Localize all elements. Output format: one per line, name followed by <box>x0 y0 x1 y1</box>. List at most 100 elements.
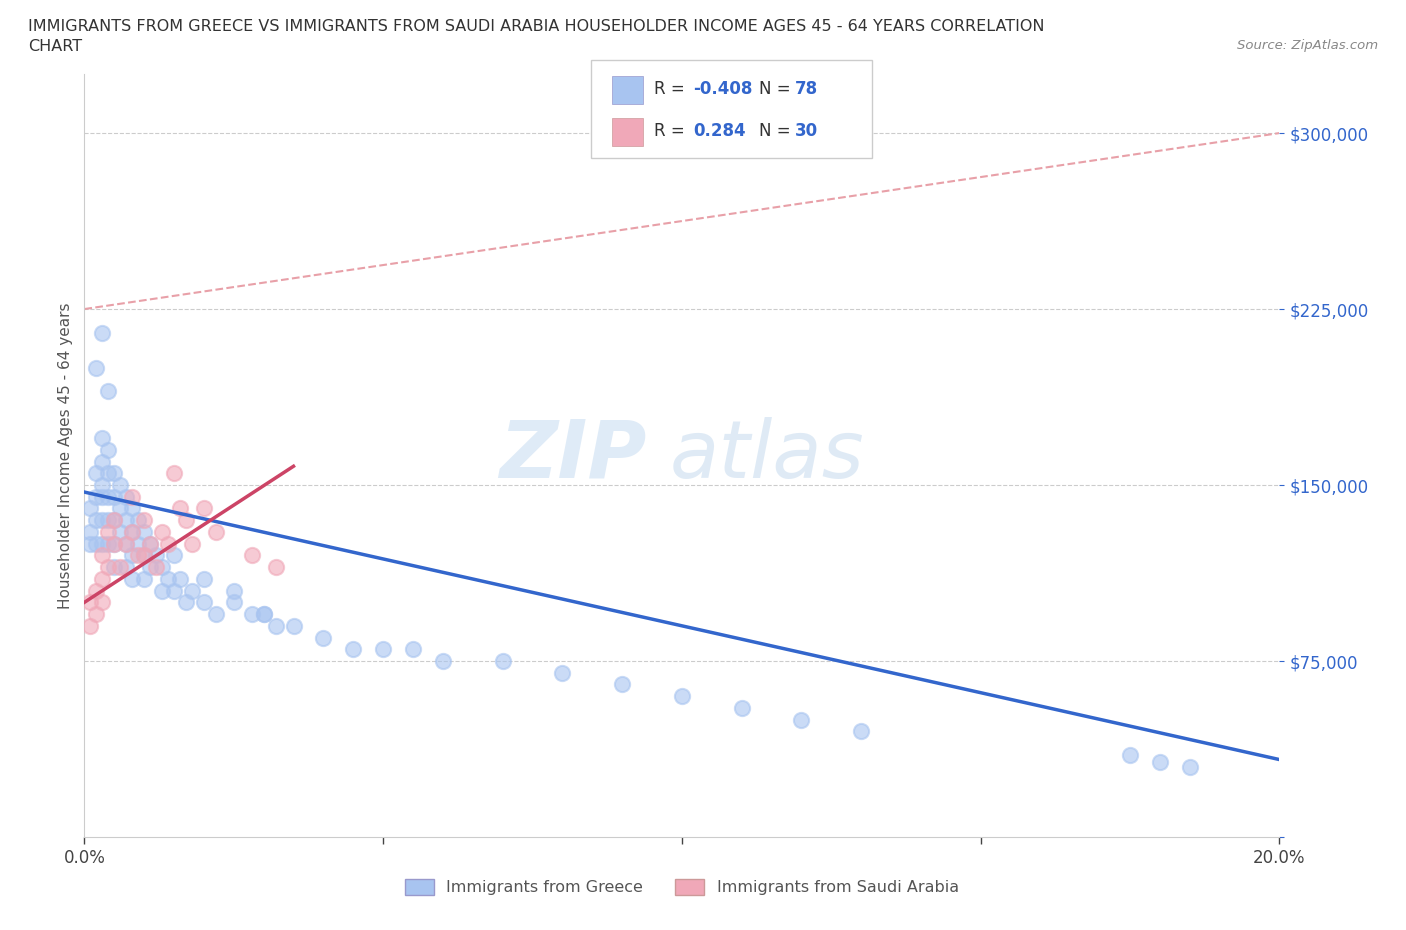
Point <box>115 489 138 504</box>
Point <box>103 537 125 551</box>
Point <box>612 677 634 692</box>
Point <box>157 571 180 586</box>
Point <box>97 489 120 504</box>
Point <box>86 466 108 481</box>
Point <box>150 583 173 598</box>
Point <box>145 548 167 563</box>
Point <box>205 525 228 539</box>
Point <box>127 512 149 527</box>
Point <box>97 443 120 458</box>
Point <box>264 618 287 633</box>
Text: 78: 78 <box>794 80 817 98</box>
Point <box>86 583 108 598</box>
Point <box>551 665 574 680</box>
Point <box>264 560 287 575</box>
Point <box>103 466 125 481</box>
Point <box>139 537 162 551</box>
Y-axis label: Householder Income Ages 45 - 64 years: Householder Income Ages 45 - 64 years <box>58 302 73 609</box>
Point <box>121 489 143 504</box>
Point <box>103 537 125 551</box>
Text: N =: N = <box>759 80 796 98</box>
Text: atlas: atlas <box>671 417 865 495</box>
Point <box>121 525 143 539</box>
Point <box>91 489 114 504</box>
Point <box>86 360 108 375</box>
Point <box>163 583 186 598</box>
Point <box>1178 759 1201 774</box>
Point <box>127 537 149 551</box>
Point <box>115 512 138 527</box>
Point <box>174 512 197 527</box>
Text: CHART: CHART <box>28 39 82 54</box>
Point <box>205 606 228 621</box>
Point <box>671 689 693 704</box>
Point <box>115 537 138 551</box>
Point <box>86 489 108 504</box>
Point <box>1149 754 1171 769</box>
Point <box>91 431 114 445</box>
Point <box>121 501 143 516</box>
Point <box>79 525 101 539</box>
Text: 0.284: 0.284 <box>693 122 745 140</box>
Point <box>150 560 173 575</box>
Point <box>79 501 101 516</box>
Point <box>193 595 215 610</box>
Point <box>86 537 108 551</box>
Point <box>139 560 162 575</box>
Point <box>731 700 754 715</box>
Point <box>174 595 197 610</box>
Point <box>110 501 132 516</box>
Point <box>193 571 215 586</box>
Point <box>91 571 114 586</box>
Point <box>79 537 101 551</box>
Point <box>132 548 156 563</box>
Point <box>145 560 167 575</box>
Text: -0.408: -0.408 <box>693 80 752 98</box>
Point <box>91 478 114 493</box>
Text: R =: R = <box>654 80 690 98</box>
Point <box>103 512 125 527</box>
Point <box>312 631 335 645</box>
Point <box>97 537 120 551</box>
Point <box>121 571 143 586</box>
Point <box>121 525 143 539</box>
Point <box>97 560 120 575</box>
Point <box>79 618 101 633</box>
Point <box>132 525 156 539</box>
Text: N =: N = <box>759 122 796 140</box>
Point <box>181 583 204 598</box>
Point <box>240 606 263 621</box>
Point <box>169 501 191 516</box>
Point <box>150 525 173 539</box>
Point <box>86 512 108 527</box>
Point <box>115 560 138 575</box>
Point <box>253 606 276 621</box>
Point <box>492 654 515 669</box>
Point <box>97 525 120 539</box>
Point <box>91 595 114 610</box>
Point <box>132 571 156 586</box>
Point <box>253 606 276 621</box>
Point <box>110 525 132 539</box>
Point <box>91 326 114 340</box>
Point <box>402 642 425 657</box>
Point <box>373 642 395 657</box>
Point <box>103 512 125 527</box>
Point <box>91 512 114 527</box>
Point <box>222 583 245 598</box>
Point <box>193 501 215 516</box>
Point <box>139 537 162 551</box>
Point <box>97 384 120 399</box>
Point <box>97 466 120 481</box>
Point <box>163 548 186 563</box>
Text: 30: 30 <box>794 122 817 140</box>
Point <box>432 654 454 669</box>
Point <box>240 548 263 563</box>
Point <box>110 478 132 493</box>
Point <box>790 712 813 727</box>
Point <box>163 466 186 481</box>
Point <box>342 642 364 657</box>
Text: IMMIGRANTS FROM GREECE VS IMMIGRANTS FROM SAUDI ARABIA HOUSEHOLDER INCOME AGES 4: IMMIGRANTS FROM GREECE VS IMMIGRANTS FRO… <box>28 19 1045 33</box>
Point <box>1119 748 1142 763</box>
Point <box>110 560 132 575</box>
